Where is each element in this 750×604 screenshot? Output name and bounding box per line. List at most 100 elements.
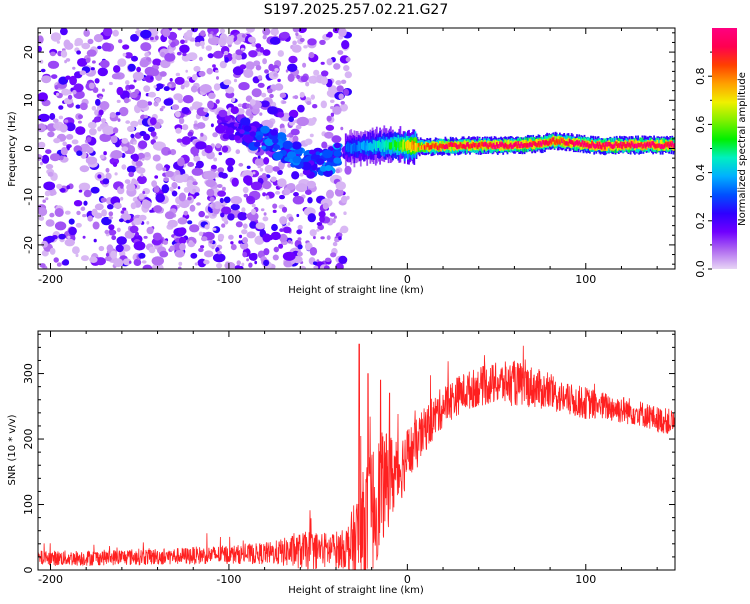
band-cell xyxy=(635,143,637,148)
noise-speckle xyxy=(247,36,256,43)
x-tick-label: -200 xyxy=(38,273,63,286)
noise-speckle xyxy=(204,145,213,154)
band-cell xyxy=(656,143,659,148)
noise-speckle xyxy=(102,178,110,185)
noise-speckle xyxy=(223,79,232,86)
band-cell xyxy=(566,141,569,146)
noise-speckle xyxy=(190,252,198,259)
noise-speckle xyxy=(279,228,284,233)
colorbar-tick-label: 0.8 xyxy=(694,67,707,85)
streak-blob xyxy=(315,151,320,155)
noise-speckle xyxy=(288,109,299,119)
noise-speckle xyxy=(141,158,145,161)
noise-speckle xyxy=(334,237,340,243)
noise-speckle xyxy=(117,58,127,67)
y-tick-label: 20 xyxy=(22,45,35,59)
noise-speckle xyxy=(242,237,249,244)
noise-speckle xyxy=(217,184,223,188)
noise-speckle xyxy=(287,239,292,244)
noise-speckle xyxy=(146,221,150,225)
streak-blob xyxy=(302,168,311,176)
band-cell xyxy=(419,145,422,150)
noise-speckle xyxy=(131,55,138,62)
noise-speckle xyxy=(228,234,234,240)
band-cell xyxy=(500,142,502,148)
band-cell xyxy=(401,141,404,152)
noise-speckle xyxy=(335,80,342,86)
noise-speckle xyxy=(97,67,109,77)
band-cell xyxy=(580,142,583,147)
noise-speckle xyxy=(105,167,110,173)
noise-speckle xyxy=(140,29,152,39)
noise-speckle xyxy=(93,116,102,123)
band-cell xyxy=(606,143,608,151)
noise-speckle xyxy=(338,232,343,237)
band-cell xyxy=(569,140,572,148)
band-cell xyxy=(428,145,431,150)
band-cell xyxy=(636,144,638,149)
noise-speckle xyxy=(272,166,280,172)
band-cell xyxy=(525,143,528,148)
noise-speckle xyxy=(277,50,284,57)
noise-speckle xyxy=(122,52,127,57)
noise-speckle xyxy=(242,186,249,194)
band-cell xyxy=(423,144,425,152)
noise-speckle xyxy=(213,201,222,210)
noise-speckle xyxy=(108,216,114,220)
band-cell xyxy=(524,143,527,148)
band-cell xyxy=(437,146,439,151)
streak-blob xyxy=(253,141,261,148)
noise-speckle xyxy=(148,91,157,98)
band-cell xyxy=(563,140,566,145)
noise-speckle xyxy=(64,238,75,247)
noise-speckle xyxy=(246,165,251,169)
noise-speckle xyxy=(121,164,127,170)
band-cell xyxy=(516,144,518,149)
noise-speckle xyxy=(136,28,140,31)
noise-speckle xyxy=(305,81,310,87)
band-cell xyxy=(544,141,546,146)
noise-speckle xyxy=(241,34,246,38)
noise-speckle xyxy=(136,175,147,185)
band-cell xyxy=(504,142,507,147)
noise-speckle xyxy=(318,211,326,218)
band-cell xyxy=(532,141,535,150)
noise-speckle xyxy=(210,123,214,128)
noise-speckle xyxy=(78,182,91,191)
band-cell xyxy=(346,143,348,151)
band-cell xyxy=(630,141,633,146)
band-cell xyxy=(398,142,401,152)
band-cell xyxy=(404,141,407,149)
band-cell xyxy=(596,142,599,147)
band-cell xyxy=(572,138,575,146)
x-tick-label: 0 xyxy=(404,273,411,286)
noise-speckle xyxy=(277,178,287,188)
noise-speckle xyxy=(130,202,137,210)
band-cell xyxy=(576,139,578,145)
streak-blob xyxy=(256,135,263,141)
noise-speckle xyxy=(174,76,185,85)
noise-speckle xyxy=(113,65,121,73)
band-cell xyxy=(519,143,522,148)
noise-speckle xyxy=(305,189,312,195)
noise-speckle xyxy=(142,264,153,269)
band-cell xyxy=(577,141,579,146)
noise-speckle xyxy=(209,203,213,208)
noise-speckle xyxy=(42,199,46,203)
noise-speckle xyxy=(299,91,305,98)
band-cell xyxy=(601,143,604,148)
noise-speckle xyxy=(83,200,88,206)
noise-speckle xyxy=(191,74,198,81)
noise-speckle xyxy=(251,88,262,98)
streak-blob xyxy=(333,142,341,149)
band-cell xyxy=(659,139,662,148)
band-cell xyxy=(511,144,514,149)
band-cell xyxy=(569,139,572,144)
noise-speckle xyxy=(178,261,183,266)
noise-speckle xyxy=(56,92,59,97)
noise-speckle xyxy=(85,156,98,165)
band-cell xyxy=(551,137,554,142)
noise-speckle xyxy=(41,75,52,84)
noise-speckle xyxy=(62,259,70,266)
